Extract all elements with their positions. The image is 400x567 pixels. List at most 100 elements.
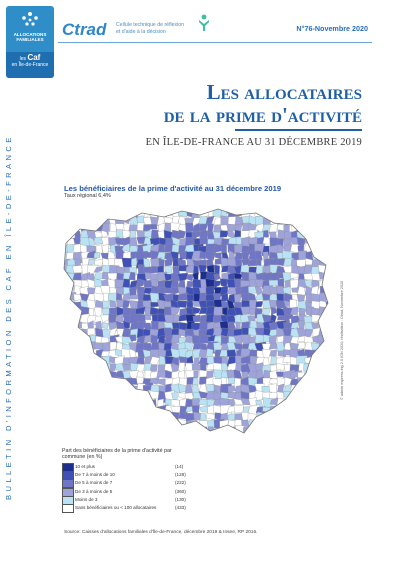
- commune-cell: [310, 209, 321, 219]
- commune-cell: [107, 392, 117, 401]
- commune-cell: [93, 432, 104, 433]
- commune-cell: [93, 266, 103, 273]
- commune-cell: [73, 209, 84, 214]
- commune-cell: [178, 209, 188, 210]
- commune-cell: [269, 349, 277, 357]
- commune-cell: [206, 413, 216, 420]
- commune-cell: [165, 418, 176, 430]
- commune-cell: [269, 329, 279, 337]
- commune-cell: [192, 377, 199, 387]
- commune-cell: [66, 383, 75, 396]
- commune-cell: [326, 364, 328, 374]
- commune-cell: [291, 209, 302, 210]
- commune-cell: [65, 322, 75, 331]
- commune-cell: [142, 412, 152, 425]
- title-line2: de la prime d'activité: [163, 103, 362, 127]
- commune-cell: [276, 411, 286, 421]
- commune-cell: [142, 398, 151, 410]
- commune-cell: [81, 369, 90, 377]
- commune-cell: [67, 314, 76, 325]
- commune-cell: [319, 251, 328, 262]
- commune-cell: [325, 392, 328, 401]
- commune-cell: [135, 306, 146, 315]
- commune-cell: [305, 419, 312, 430]
- commune-cell: [86, 390, 98, 403]
- commune-cell: [275, 419, 283, 429]
- commune-cell: [117, 434, 125, 435]
- commune-cell: [317, 209, 328, 210]
- commune-cell: [64, 357, 68, 366]
- commune-cell: [242, 406, 250, 415]
- commune-cell: [199, 209, 210, 210]
- commune-cell: [319, 413, 328, 421]
- commune-cell: [93, 419, 105, 428]
- commune-cell: [205, 313, 215, 323]
- issue-number: N°76-Novembre 2020: [296, 24, 368, 33]
- commune-cell: [198, 432, 209, 433]
- commune-cell: [325, 425, 328, 433]
- commune-cell: [303, 209, 313, 218]
- commune-cell: [136, 418, 145, 428]
- commune-cell: [290, 404, 301, 418]
- commune-cell: [318, 391, 328, 400]
- commune-cell: [64, 391, 69, 404]
- commune-cell: [64, 287, 69, 298]
- commune-cell: [205, 250, 216, 261]
- commune-cell: [121, 292, 130, 301]
- commune-cell: [303, 405, 313, 414]
- commune-cell: [108, 426, 119, 433]
- commune-cell: [303, 273, 314, 281]
- commune-cell: [86, 376, 95, 385]
- commune-cell: [86, 384, 95, 394]
- commune-cell: [296, 385, 310, 393]
- commune-cell: [64, 278, 70, 291]
- commune-cell: [130, 390, 141, 398]
- commune-cell: [143, 224, 152, 232]
- map-credit: © admin express ing 2.0 IGN 2020, réalis…: [340, 280, 344, 400]
- commune-cell: [109, 405, 116, 416]
- commune-cell: [324, 335, 328, 346]
- commune-cell: [157, 425, 168, 433]
- commune-cell: [114, 279, 125, 289]
- commune-cell: [64, 378, 70, 389]
- commune-cell: [326, 307, 328, 316]
- commune-cell: [254, 209, 267, 211]
- commune-cell: [318, 363, 328, 372]
- commune-cell: [122, 427, 131, 433]
- commune-cell: [283, 418, 295, 430]
- commune-cell: [304, 426, 313, 433]
- commune-cell: [178, 425, 187, 433]
- commune-cell: [276, 363, 285, 371]
- commune-cell: [324, 328, 328, 338]
- commune-cell: [135, 405, 147, 413]
- commune-cell: [185, 434, 197, 435]
- commune-cell: [156, 378, 166, 386]
- commune-cell: [73, 334, 82, 347]
- commune-cell: [268, 418, 278, 430]
- commune-cell: [73, 210, 85, 221]
- legend-item: De 3 à moins de 5 (360): [62, 487, 192, 497]
- commune-cell: [268, 209, 280, 213]
- commune-cell: [149, 377, 160, 385]
- commune-cell: [186, 355, 194, 364]
- commune-cell: [101, 322, 110, 329]
- commune-cell: [64, 341, 70, 352]
- commune-cell: [297, 391, 306, 402]
- commune-cell: [317, 399, 328, 410]
- commune-cell: [304, 411, 316, 421]
- commune-cell: [74, 404, 82, 413]
- commune-cell: [191, 209, 200, 212]
- commune-cell: [269, 209, 276, 219]
- commune-cell: [88, 237, 95, 247]
- commune-cell: [86, 411, 96, 421]
- commune-cell: [101, 230, 108, 239]
- commune-cell: [304, 328, 314, 339]
- commune-cell: [311, 391, 320, 402]
- commune-cell: [87, 327, 96, 336]
- commune-cell: [263, 434, 274, 435]
- commune-cell: [319, 385, 328, 396]
- commune-cell: [142, 425, 153, 433]
- commune-cell: [137, 434, 147, 435]
- commune-cell: [79, 392, 89, 402]
